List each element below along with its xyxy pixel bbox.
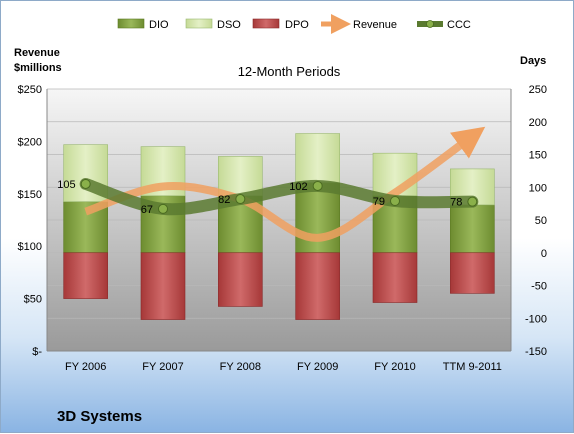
company-name: 3D Systems bbox=[57, 408, 142, 425]
left-tick-label: $150 bbox=[18, 189, 42, 201]
legend-label-dpo: DPO bbox=[285, 19, 309, 31]
right-axis-title: Days bbox=[520, 55, 546, 67]
x-ticks: FY 2006 FY 2007 FY 2008 FY 2009 FY 2010 TTM 9… bbox=[65, 361, 502, 373]
bar-dso bbox=[218, 156, 263, 197]
legend-swatch-dio bbox=[117, 18, 145, 29]
bar-dpo bbox=[218, 252, 263, 307]
ccc-data-label: 102 bbox=[289, 181, 307, 193]
ccc-data-label: 79 bbox=[373, 196, 385, 208]
legend-label-ccc: CCC bbox=[447, 19, 471, 31]
ccc-data-label: 67 bbox=[141, 204, 153, 216]
ccc-marker bbox=[235, 194, 246, 205]
right-tick-label: -150 bbox=[525, 346, 547, 358]
x-tick-label: FY 2006 bbox=[65, 361, 106, 373]
data-labels: 105 67 82 102 79 78 bbox=[57, 179, 462, 216]
revenue-line bbox=[84, 126, 486, 242]
bar-dpo bbox=[63, 252, 108, 299]
right-tick-label: 100 bbox=[529, 182, 547, 194]
legend-swatch-ccc-marker bbox=[426, 20, 434, 28]
bar-dpo bbox=[450, 252, 495, 294]
legend-label-dso: DSO bbox=[217, 19, 241, 31]
x-tick-label: FY 2010 bbox=[374, 361, 415, 373]
legend-swatch-dpo bbox=[252, 18, 280, 29]
right-tick-label: 50 bbox=[535, 215, 547, 227]
x-tick-label: FY 2008 bbox=[220, 361, 261, 373]
right-ticks: -150 -100 -50 0 50 100 150 200 250 bbox=[525, 84, 547, 358]
right-tick-label: 0 bbox=[541, 248, 547, 260]
right-tick-label: 150 bbox=[529, 150, 547, 162]
x-tick-label: FY 2009 bbox=[297, 361, 338, 373]
left-axis-title-line1: Revenue bbox=[14, 47, 60, 59]
legend-swatch-dso bbox=[185, 18, 213, 29]
right-tick-label: -100 bbox=[525, 313, 547, 325]
right-tick-label: -50 bbox=[531, 281, 547, 293]
ccc-marker bbox=[158, 203, 168, 214]
left-tick-label: $50 bbox=[24, 294, 42, 306]
legend-label-dio: DIO bbox=[149, 19, 169, 31]
ccc-data-label: 78 bbox=[450, 197, 462, 209]
ccc-marker bbox=[312, 180, 323, 191]
bar-dpo bbox=[140, 252, 186, 320]
left-tick-label: $200 bbox=[18, 136, 42, 148]
bar-dio bbox=[450, 204, 495, 254]
bar-dso bbox=[295, 133, 340, 183]
left-axis-title-line2: $millions bbox=[14, 62, 62, 74]
ccc-line bbox=[79, 177, 479, 216]
left-tick-label: $250 bbox=[18, 84, 42, 96]
left-tick-label: $100 bbox=[18, 241, 42, 253]
left-ticks: $- $50 $100 $150 $200 $250 bbox=[18, 84, 43, 358]
ccc-data-label: 82 bbox=[218, 194, 230, 206]
legend: DIO DSO DPO Revenue CCC bbox=[117, 14, 471, 34]
ccc-layer bbox=[79, 177, 479, 216]
legend-label-revenue: Revenue bbox=[353, 19, 397, 31]
right-tick-label: 250 bbox=[529, 84, 547, 96]
chart-subtitle: 12-Month Periods bbox=[238, 64, 341, 79]
x-tick-label: FY 2007 bbox=[142, 361, 183, 373]
ccc-marker bbox=[390, 196, 400, 207]
bar-dpo bbox=[295, 252, 340, 320]
right-tick-label: 200 bbox=[529, 117, 547, 129]
ccc-data-label: 105 bbox=[57, 179, 75, 191]
ccc-marker bbox=[467, 196, 478, 207]
revenue-layer bbox=[84, 126, 486, 242]
bar-dpo bbox=[372, 252, 418, 303]
left-tick-label: $- bbox=[32, 346, 42, 358]
x-tick-label: TTM 9-2011 bbox=[443, 361, 502, 373]
ccc-marker bbox=[80, 178, 91, 189]
